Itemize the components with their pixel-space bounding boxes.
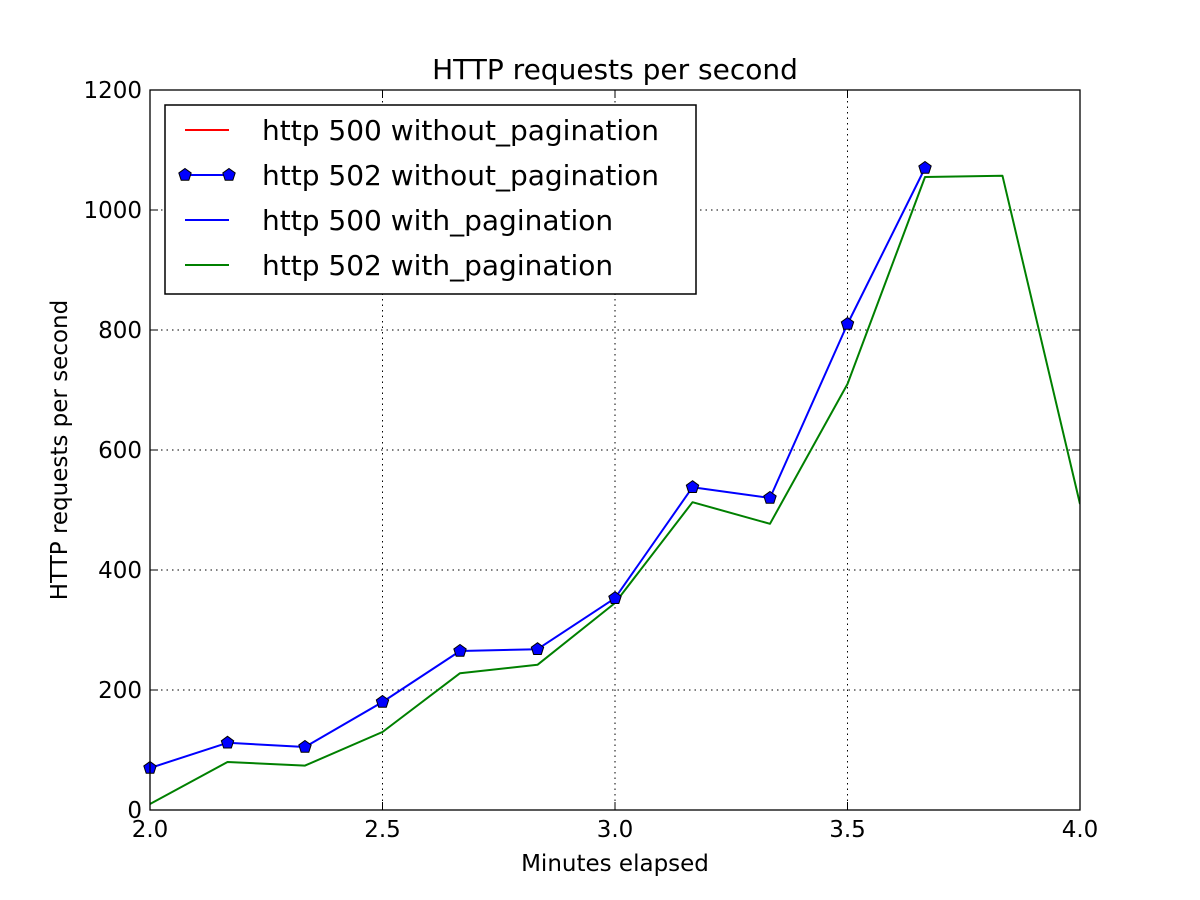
y-tick-label: 200 [98, 678, 142, 704]
legend-label: http 502 with_pagination [262, 249, 613, 282]
legend-label: http 500 with_pagination [262, 204, 613, 237]
legend-label: http 500 without_pagination [262, 114, 659, 147]
x-tick-label: 3.0 [597, 817, 634, 843]
y-tick-label: 600 [98, 438, 142, 464]
legend-label: http 502 without_pagination [262, 159, 659, 192]
x-tick-label: 3.5 [829, 817, 866, 843]
y-tick-label: 800 [98, 318, 142, 344]
chart-title: HTTP requests per second [432, 53, 798, 86]
y-tick-label: 0 [127, 798, 142, 824]
x-axis-label: Minutes elapsed [521, 851, 709, 877]
x-tick-label: 2.5 [364, 817, 401, 843]
y-axis-label: HTTP requests per second [47, 300, 73, 600]
y-tick-label: 400 [98, 558, 142, 584]
y-tick-label: 1000 [83, 198, 142, 224]
x-tick-label: 4.0 [1062, 817, 1099, 843]
y-tick-label: 1200 [83, 78, 142, 104]
